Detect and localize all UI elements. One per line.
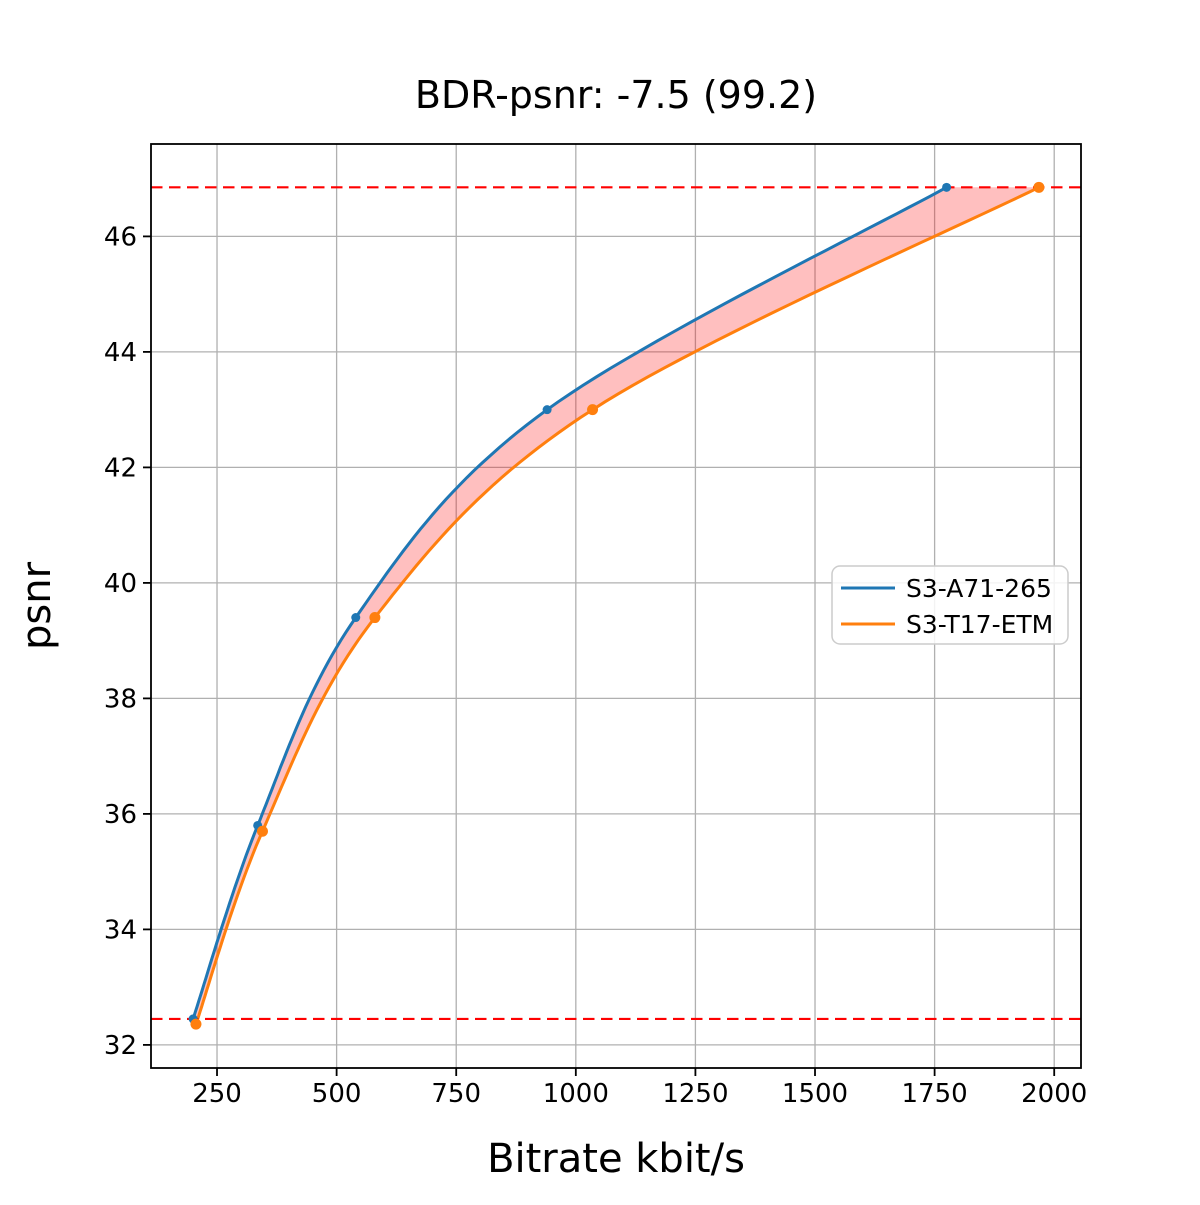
x-tick-label-1500: 1500 (782, 1079, 848, 1109)
y-tick-label-46: 46 (104, 222, 137, 252)
x-tick-label-750: 750 (431, 1079, 481, 1109)
marker-S3-A71-265-2 (351, 613, 361, 623)
legend: S3-A71-265 S3-T17-ETM (831, 565, 1069, 645)
legend-label-series-1: S3-T17-ETM (906, 610, 1053, 639)
x-tick-label-1250: 1250 (662, 1079, 728, 1109)
axes-layer: 250 500 750 1000 1250 1500 1750 2000 32 34 36 38 40 4… (104, 143, 1087, 1109)
marker-S3-T17-ETM-4 (1033, 181, 1045, 193)
x-axis-label: Bitrate kbit/s (487, 1136, 745, 1182)
legend-label-series-0: S3-A71-265 (906, 574, 1052, 603)
marker-S3-A71-265-3 (542, 405, 552, 415)
x-tick-label-2000: 2000 (1021, 1079, 1087, 1109)
y-tick-label-40: 40 (104, 569, 137, 599)
marker-S3-T17-ETM-2 (369, 612, 381, 624)
x-tick-label-1000: 1000 (543, 1079, 609, 1109)
y-tick-label-44: 44 (104, 338, 137, 368)
x-tick-label-1750: 1750 (902, 1079, 968, 1109)
y-tick-label-38: 38 (104, 684, 137, 714)
x-tick-label-500: 500 (312, 1079, 362, 1109)
y-tick-label-36: 36 (104, 800, 137, 830)
marker-S3-T17-ETM-3 (587, 404, 599, 416)
x-tick-label-250: 250 (192, 1079, 242, 1109)
axes-spines (150, 143, 1082, 1069)
data-layer (151, 181, 1081, 1030)
y-tick-label-32: 32 (104, 1031, 137, 1061)
marker-S3-T17-ETM-0 (190, 1018, 202, 1030)
marker-S3-A71-265-4 (942, 182, 952, 192)
y-tick-label-34: 34 (104, 915, 137, 945)
chart-title: BDR-psnr: -7.5 (99.2) (415, 73, 817, 117)
marker-S3-T17-ETM-1 (256, 825, 268, 837)
y-tick-label-42: 42 (104, 453, 137, 483)
y-axis-label: psnr (14, 561, 60, 650)
